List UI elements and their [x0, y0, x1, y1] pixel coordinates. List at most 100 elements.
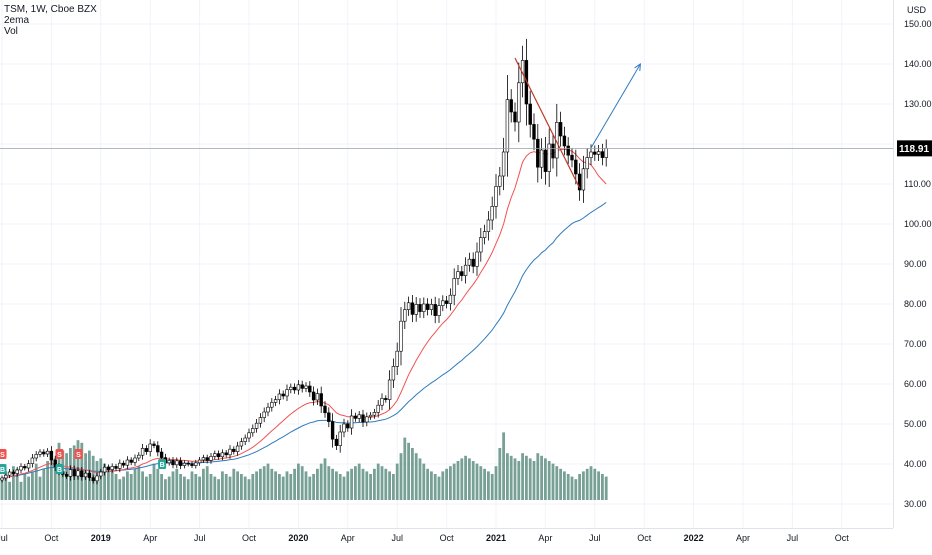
volume-bar: [335, 471, 338, 500]
candle-body: [38, 451, 42, 455]
y-tick-label: 40.00: [904, 459, 927, 469]
candle-body: [152, 443, 156, 446]
candle-body: [387, 379, 392, 400]
candle-body: [304, 385, 308, 389]
split-marker-label: S: [0, 452, 5, 459]
volume-bar: [498, 448, 502, 500]
volume-bar: [221, 471, 224, 500]
candle-body: [72, 469, 76, 477]
chart-legend[interactable]: TSM, 1W, Cboe BZX 2ema Vol: [4, 4, 97, 37]
volume-bar: [471, 461, 475, 500]
volume-legend[interactable]: Vol: [4, 26, 18, 37]
buyback-marker: [55, 464, 64, 474]
volume-bar: [194, 474, 198, 500]
candle-body: [353, 415, 358, 419]
x-tick-label: 2022: [684, 533, 704, 543]
projection-arrow[interactable]: [590, 63, 641, 149]
candle-body: [593, 151, 597, 155]
candle-body: [156, 445, 160, 453]
volume-bar: [281, 476, 285, 500]
candle-body: [596, 151, 601, 155]
volume-bar: [487, 471, 490, 500]
candle-body: [467, 258, 472, 266]
candle-body: [137, 454, 141, 459]
candle-body: [34, 454, 38, 459]
volume-bar: [167, 476, 171, 500]
candle-body: [327, 412, 331, 422]
candle-body: [501, 151, 506, 177]
axis-layer[interactable]: 30.00 40.00 50.00 60.00 70.00 80.00 90.00 100.0…: [0, 5, 932, 543]
trendline[interactable]: [514, 57, 581, 189]
candle-body: [414, 304, 418, 315]
volume-bar: [464, 455, 467, 500]
volume-bar: [270, 468, 274, 500]
buyback-marker-label: B: [160, 462, 165, 469]
volume-bar: [293, 468, 296, 500]
candle-body: [585, 157, 589, 170]
candle-body: [494, 186, 498, 207]
ema-legend[interactable]: 2ema: [4, 15, 30, 26]
volume-bar: [354, 466, 357, 500]
candle-body: [83, 472, 88, 478]
volume-bar: [23, 474, 27, 500]
volume-bar: [456, 461, 460, 500]
volume-bar: [304, 471, 308, 500]
volume-bar: [376, 463, 380, 500]
x-tick-label: 2020: [288, 533, 308, 543]
candle-body: [349, 415, 354, 429]
volume-bar: [278, 474, 281, 500]
candle-body: [53, 459, 57, 468]
candle-body: [251, 428, 255, 434]
y-tick-label: 150.00: [904, 19, 932, 29]
candle-body: [159, 451, 164, 458]
candle-body: [566, 145, 570, 156]
volume-bar: [479, 466, 483, 500]
candle-body: [201, 457, 206, 461]
y-tick-label: 50.00: [904, 419, 927, 429]
candle-body: [425, 303, 430, 310]
x-tick-label: Jul: [589, 533, 601, 543]
volume-bar: [521, 453, 524, 500]
symbol-legend[interactable]: TSM, 1W, Cboe BZX: [4, 4, 97, 15]
volume-bar: [15, 468, 19, 500]
candle-body: [505, 99, 510, 153]
candle-body: [99, 471, 103, 477]
marker-layer: S B S B S B: [0, 449, 167, 474]
volume-bar: [316, 468, 319, 500]
candle-body: [45, 450, 50, 455]
volume-bar: [585, 468, 589, 500]
candle-body: [68, 469, 73, 477]
candle-body: [513, 111, 517, 123]
candle-body: [296, 384, 301, 391]
candle-body: [406, 302, 411, 310]
volume-bar: [532, 461, 536, 500]
candle-body: [498, 175, 502, 187]
candle-body: [148, 443, 152, 452]
volume-bar: [319, 463, 323, 500]
grid-layer: [0, 0, 893, 528]
candle-body: [281, 393, 285, 397]
candle-body: [460, 271, 464, 276]
volume-bar: [601, 474, 604, 500]
candle-body: [429, 304, 434, 310]
candle-body: [539, 149, 544, 168]
volume-bar: [441, 471, 445, 500]
volume-bar: [312, 474, 315, 500]
candle-body: [118, 462, 122, 469]
candle-body: [490, 206, 494, 221]
volume-bar: [578, 474, 581, 500]
candle-body: [110, 466, 114, 470]
candle-body: [216, 453, 221, 458]
volume-bar: [559, 468, 562, 500]
volume-bar: [327, 466, 331, 500]
last-price-label: 118.91: [899, 144, 929, 155]
x-tick-label: Apr: [736, 533, 750, 543]
volume-bar: [205, 466, 209, 500]
candle-body: [410, 302, 415, 315]
x-tick-label: Oct: [835, 533, 850, 543]
volume-bar: [555, 466, 559, 500]
candle-body: [247, 432, 251, 439]
candle-body: [49, 450, 54, 461]
drawing-layer[interactable]: [0, 57, 893, 189]
